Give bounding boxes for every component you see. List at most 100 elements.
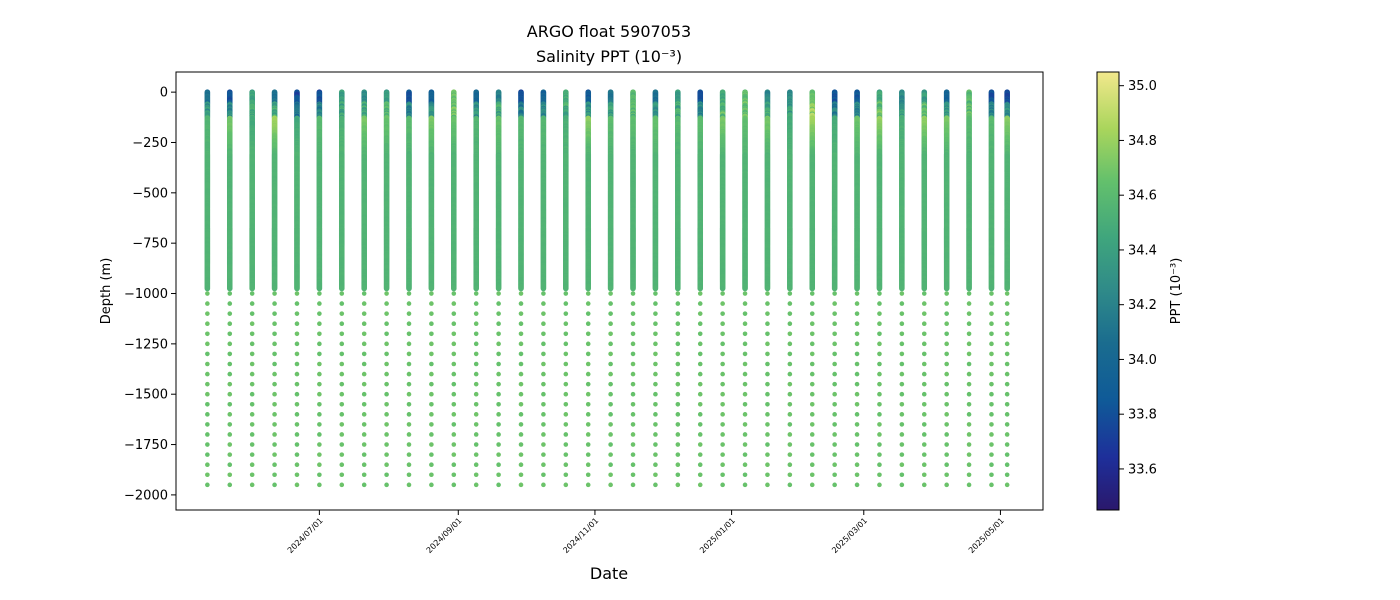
data-point	[406, 462, 412, 467]
data-point	[227, 452, 233, 457]
data-point	[451, 371, 457, 377]
data-point	[697, 391, 703, 397]
profile	[697, 89, 704, 488]
data-point	[429, 442, 434, 447]
data-point	[205, 422, 210, 427]
data-point	[675, 301, 681, 306]
data-point	[294, 341, 300, 347]
data-point	[608, 391, 613, 397]
data-point	[227, 442, 233, 447]
data-point	[205, 391, 210, 397]
data-point	[361, 341, 367, 347]
data-point	[227, 301, 233, 306]
data-point	[249, 462, 255, 467]
data-point	[496, 351, 501, 357]
data-point	[361, 422, 367, 427]
data-point	[630, 291, 636, 296]
data-point	[541, 412, 546, 417]
data-point	[518, 301, 524, 306]
data-point	[339, 442, 345, 447]
data-point	[339, 311, 345, 316]
data-point	[205, 452, 210, 457]
data-point	[585, 412, 591, 417]
data-point	[226, 285, 233, 292]
data-point	[205, 442, 210, 447]
data-point	[697, 361, 703, 367]
data-point	[429, 371, 434, 377]
data-point	[697, 442, 703, 447]
data-point	[294, 482, 300, 488]
data-point	[630, 321, 636, 327]
data-point	[563, 341, 569, 347]
chart-title-group: ARGO float 5907053 Salinity PPT (10⁻³)	[527, 22, 691, 66]
data-point	[361, 442, 367, 447]
data-point	[608, 361, 613, 367]
data-point	[541, 361, 546, 367]
data-point	[675, 432, 681, 437]
data-point	[317, 452, 322, 457]
data-point	[451, 351, 457, 357]
data-point	[675, 361, 681, 367]
data-point	[653, 311, 658, 316]
data-point	[653, 291, 658, 296]
data-point	[384, 351, 389, 357]
data-point	[608, 371, 613, 377]
data-point	[317, 422, 322, 427]
data-point	[406, 442, 412, 447]
data-point	[541, 422, 546, 427]
data-point	[227, 331, 233, 337]
data-point	[541, 371, 546, 377]
data-point	[339, 301, 345, 306]
data-point	[697, 321, 703, 327]
profile	[249, 89, 255, 488]
data-point	[563, 311, 569, 316]
data-point	[384, 482, 389, 488]
data-point	[697, 291, 703, 296]
data-point	[294, 371, 300, 377]
profiles-layer	[204, 89, 1010, 488]
data-point	[675, 401, 681, 407]
data-point	[585, 401, 591, 407]
data-point	[697, 381, 703, 387]
data-point	[653, 452, 658, 457]
data-point	[339, 401, 345, 407]
data-point	[272, 351, 277, 357]
data-point	[585, 321, 591, 327]
data-point	[563, 472, 569, 478]
data-point	[272, 361, 277, 367]
data-point	[294, 412, 300, 417]
data-point	[205, 321, 210, 327]
data-point	[317, 472, 322, 478]
chart-subtitle: Salinity PPT (10⁻³)	[536, 47, 682, 66]
data-point	[541, 391, 546, 397]
data-point	[294, 331, 300, 337]
data-point	[429, 432, 434, 437]
data-point	[563, 412, 569, 417]
data-point	[227, 311, 233, 316]
data-point	[205, 472, 210, 478]
data-point	[227, 321, 233, 327]
data-point	[294, 311, 300, 316]
data-point	[653, 432, 658, 437]
data-point	[294, 301, 300, 306]
data-point	[272, 472, 277, 478]
data-point	[541, 321, 546, 327]
data-point	[608, 401, 613, 407]
profile	[607, 89, 614, 488]
data-point	[406, 401, 412, 407]
data-point	[496, 452, 501, 457]
data-point	[675, 472, 681, 478]
data-point	[473, 381, 479, 387]
data-point	[541, 351, 546, 357]
data-point	[294, 391, 300, 397]
data-point	[630, 351, 636, 357]
data-point	[608, 341, 613, 347]
data-point	[384, 291, 389, 296]
data-point	[227, 371, 233, 377]
data-point	[608, 442, 613, 447]
data-point	[518, 361, 524, 367]
data-point	[608, 301, 613, 306]
data-point	[608, 351, 613, 357]
data-point	[361, 301, 367, 306]
data-point	[205, 311, 210, 316]
